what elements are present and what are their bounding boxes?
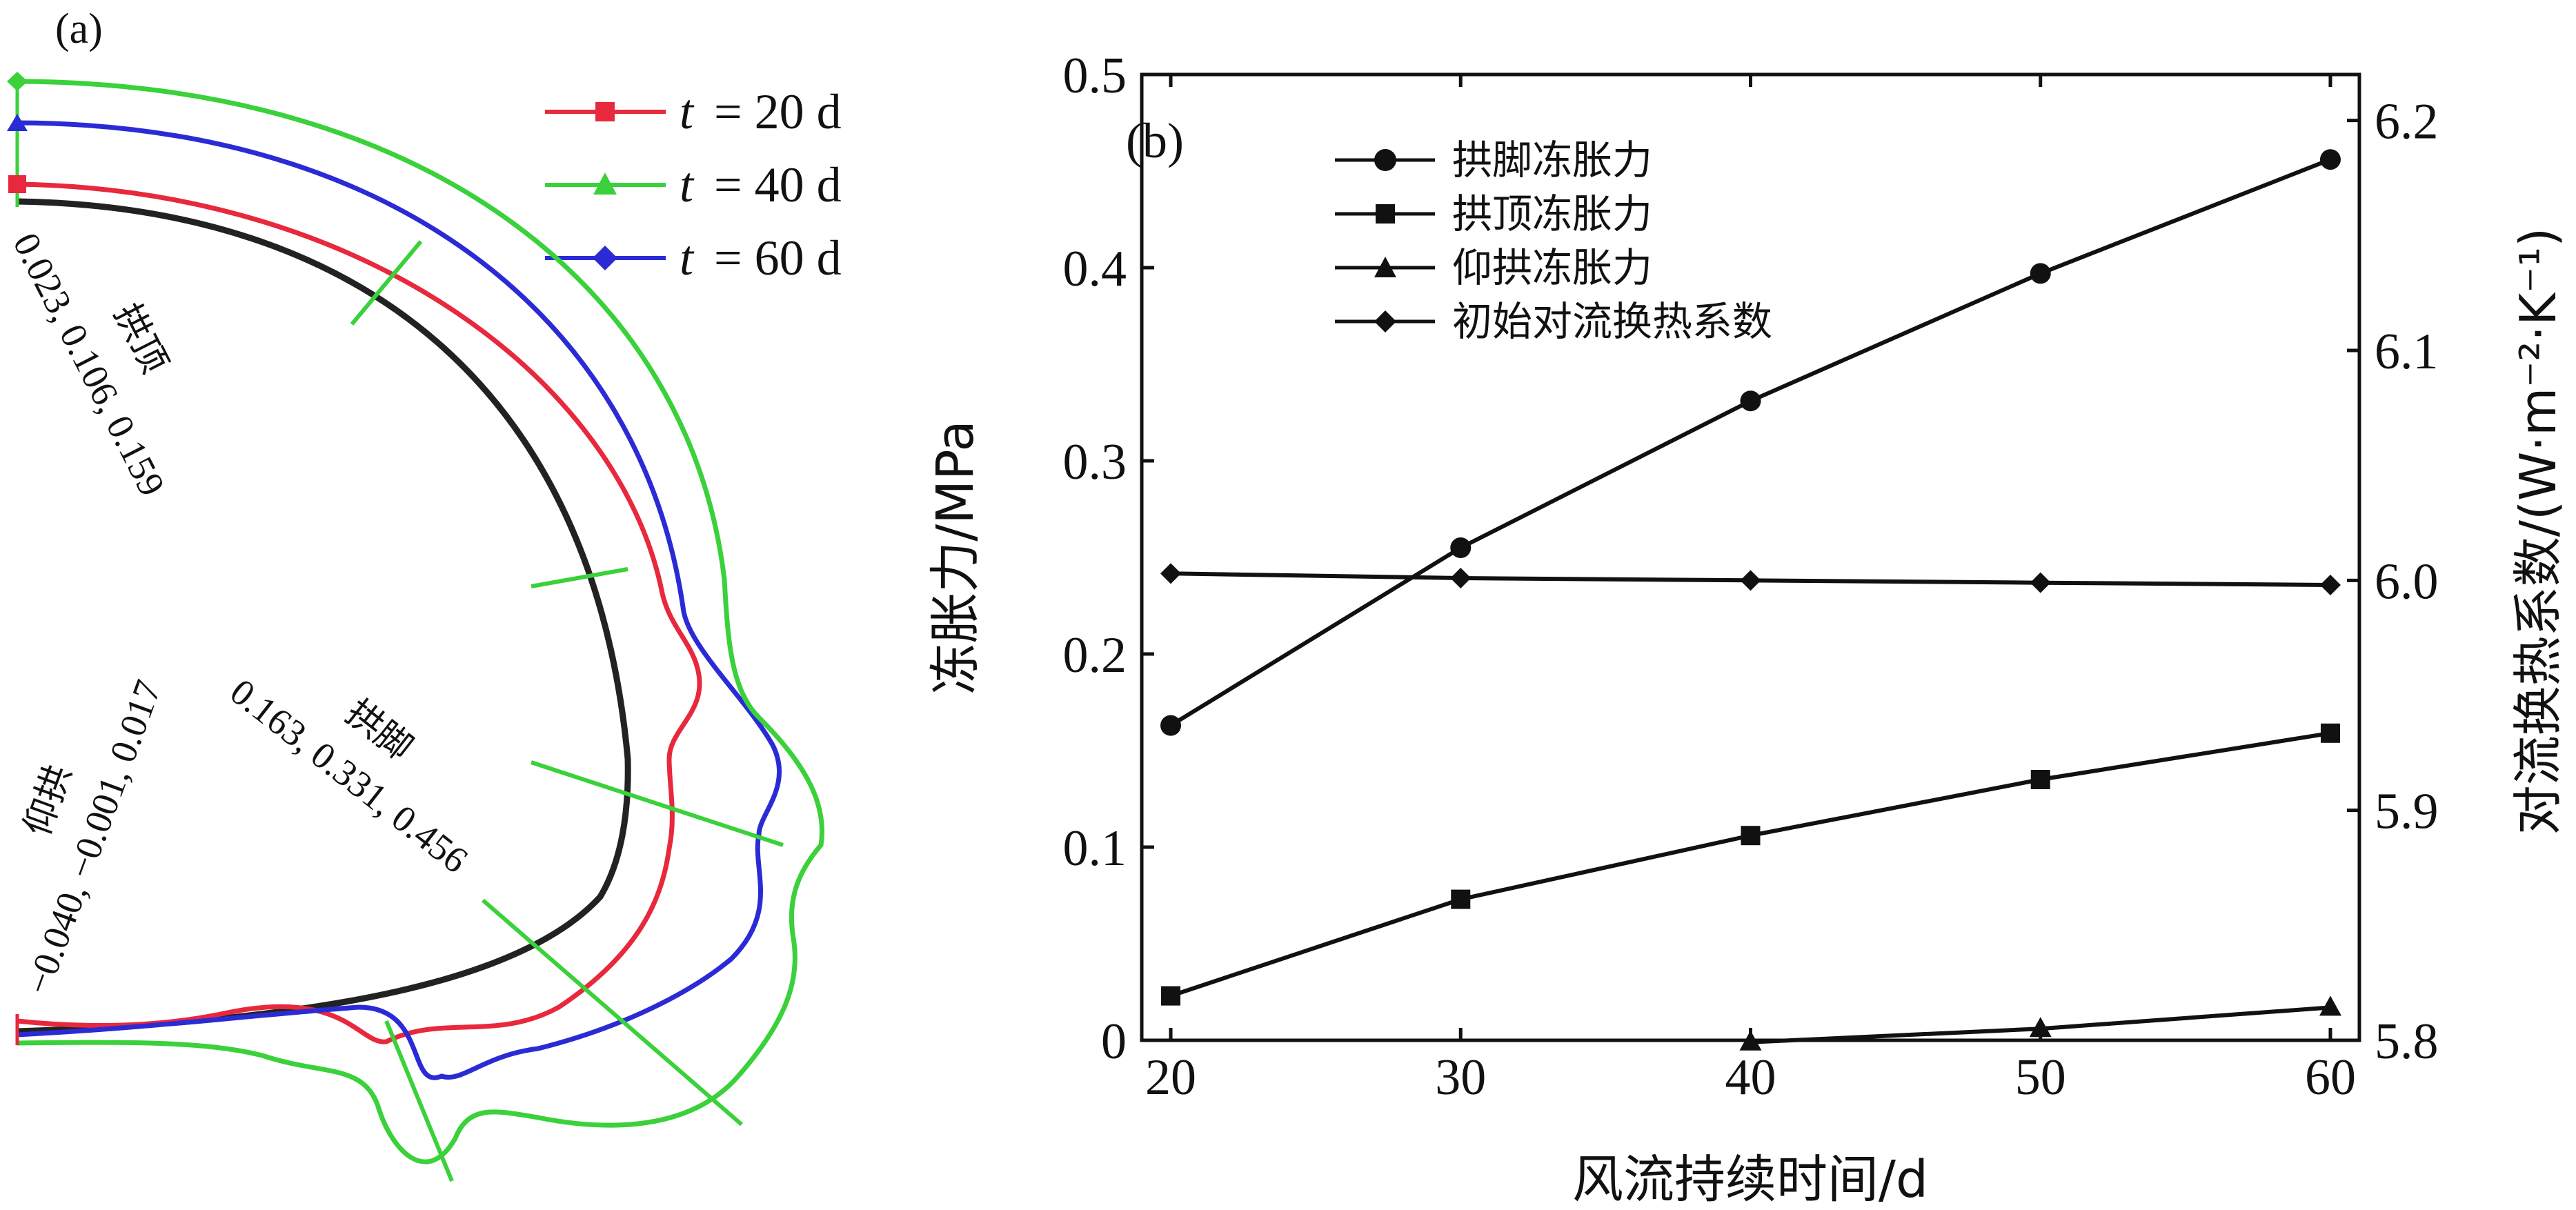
data-point-circle (1160, 715, 1182, 736)
series-square (1161, 723, 2340, 1006)
x-tick-label: 40 (1725, 1049, 1776, 1106)
data-point-triangle (2319, 995, 2341, 1016)
y-right-tick-label: 5.9 (2375, 784, 2439, 840)
square-marker (8, 175, 26, 193)
tunnel-lining-outline (17, 198, 631, 1035)
y-right-tick-label: 6.0 (2375, 553, 2439, 610)
series-triangle (1739, 995, 2341, 1051)
y-right-tick-label: 5.8 (2375, 1013, 2439, 1070)
data-point-square (1451, 889, 1471, 909)
vault-name-label: 拱顶 (106, 297, 175, 380)
legend-label: 初始对流换热系数 (1452, 298, 1772, 345)
section-line-vault (350, 240, 423, 326)
y-left-tick-label: 0.4 (1063, 241, 1127, 297)
legend-t-symbol: t (680, 157, 695, 212)
data-point-diamond (1740, 570, 1761, 591)
data-point-diamond (2319, 575, 2341, 595)
foot-values-label: 0.163, 0.331, 0.456 (223, 671, 476, 881)
y-left-tick-label: 0 (1101, 1013, 1127, 1070)
x-tick-label: 50 (2015, 1049, 2066, 1106)
y-right-tick-label: 6.1 (2375, 324, 2439, 380)
legend-triangle-marker (1374, 257, 1396, 277)
legend-item-invert-force: 仰拱冻胀力 (1335, 244, 1652, 291)
panel-a-contour: (a) t = 20 d t = 40 d (5, 6, 842, 1182)
series-line (1170, 731, 2331, 998)
x-axis-title: 风流持续时间/d (1572, 1150, 1928, 1209)
legend-item-t40: t = 40 d (545, 157, 842, 212)
data-point-triangle (2029, 1017, 2052, 1038)
y-left-tick-label: 0.3 (1063, 434, 1127, 490)
triangle-marker (7, 114, 28, 131)
panel-a-label: (a) (55, 6, 103, 52)
series-layer (1160, 149, 2341, 1051)
data-point-diamond (1160, 563, 1182, 584)
legend-item-t20: t = 20 d (545, 84, 842, 139)
panel-a-legend: t = 20 d t = 40 d t = 60 d (545, 84, 842, 286)
svg-text:t = 60 d: t = 60 d (680, 230, 842, 286)
x-tick-label: 60 (2305, 1049, 2356, 1106)
x-tick-label: 30 (1435, 1049, 1486, 1106)
contour-t40 (17, 79, 824, 1164)
diamond-marker (7, 72, 28, 91)
section-lines (350, 240, 784, 1182)
series-line (1169, 157, 2332, 728)
chart-legend: 拱脚冻胀力 拱顶冻胀力 仰拱冻胀力 初始对流换热系数 (1335, 137, 1772, 345)
triangle-marker (593, 172, 617, 195)
legend-t20-label: = 20 d (714, 84, 842, 139)
data-point-circle (1740, 390, 1761, 412)
legend-circle-marker (1374, 149, 1396, 171)
legend-square-marker (1376, 204, 1395, 224)
data-point-square (1741, 826, 1761, 846)
legend-diamond-marker (1374, 310, 1396, 333)
legend-item-t60: t = 60 d (545, 230, 842, 286)
data-point-diamond (1450, 568, 1472, 588)
series-circle (1160, 149, 2341, 736)
data-point-diamond (2030, 572, 2051, 593)
legend-t40-label: = 40 d (714, 157, 842, 212)
series-diamond (1160, 563, 2341, 595)
section-line-lower-foot (482, 898, 743, 1127)
data-point-circle (2319, 149, 2341, 170)
section-line-upper-wall (531, 567, 628, 588)
legend-label: 拱顶冻胀力 (1452, 190, 1652, 237)
section-line-invert (384, 1020, 454, 1182)
x-axis-ticks: 20 30 40 50 60 (1145, 75, 2356, 1106)
invert-name-label: 仰拱 (17, 760, 80, 841)
legend-item-convection-coefficient: 初始对流换热系数 (1335, 298, 1772, 345)
legend-label: 拱脚冻胀力 (1452, 137, 1652, 184)
panel-b-label: (b) (1126, 113, 1184, 168)
invert-values-label: −0.040, −0.001, 0.017 (17, 675, 169, 1000)
data-point-square (2320, 723, 2340, 743)
y-left-axis-title: 冻胀力/MPa (926, 420, 985, 694)
y-right-axis-title: 对流换热系数/(W·m⁻²·K⁻¹) (2509, 228, 2567, 835)
section-line-foot (531, 760, 784, 847)
panel-b-chart: (b) 20 30 40 50 60 0 0.1 0.2 0.3 0.4 0.5 5.8 5.9 6.… (926, 48, 2567, 1209)
data-point-circle (1450, 537, 1472, 558)
data-point-square (1161, 986, 1181, 1006)
legend-t-symbol: t (680, 230, 695, 286)
contour-t60 (17, 120, 782, 1080)
y-right-tick-label: 6.2 (2375, 94, 2439, 150)
data-point-circle (2030, 263, 2051, 284)
y-left-tick-label: 0.5 (1063, 48, 1127, 104)
svg-text:t = 40 d: t = 40 d (680, 157, 842, 212)
diamond-marker (593, 246, 617, 270)
svg-text:t = 20 d: t = 20 d (680, 84, 842, 139)
y-left-tick-label: 0.1 (1063, 820, 1127, 877)
y-left-axis-ticks: 0 0.1 0.2 0.3 0.4 0.5 (1063, 48, 1154, 1070)
data-point-triangle (1739, 1030, 1762, 1051)
data-point-square (2030, 770, 2050, 789)
x-tick-label: 20 (1145, 1049, 1196, 1106)
y-right-axis-ticks: 5.8 5.9 6.0 6.1 6.2 (2347, 94, 2439, 1070)
legend-item-foot-force: 拱脚冻胀力 (1335, 137, 1652, 184)
legend-t-symbol: t (680, 84, 695, 139)
legend-item-vault-force: 拱顶冻胀力 (1335, 190, 1652, 237)
legend-label: 仰拱冻胀力 (1452, 244, 1652, 291)
square-marker (595, 102, 615, 121)
legend-t60-label: = 60 d (714, 230, 842, 286)
y-left-tick-label: 0.2 (1063, 627, 1127, 684)
